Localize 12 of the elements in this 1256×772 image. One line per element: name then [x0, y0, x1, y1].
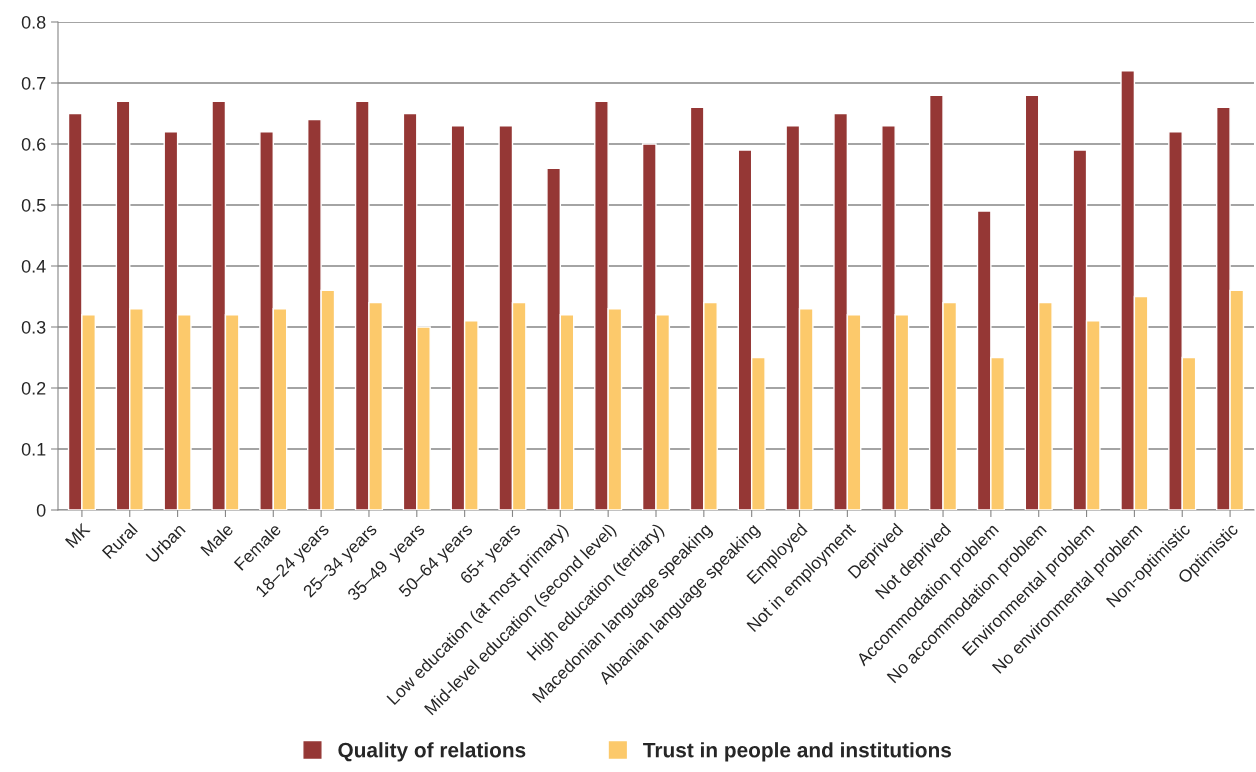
y-tick-label: 0.5	[21, 198, 46, 212]
legend-label: Quality of relations	[338, 742, 526, 762]
y-tick-label: 0.7	[21, 76, 46, 90]
y-tick-label: 0.2	[21, 381, 46, 395]
y-tick-label: 0.8	[21, 15, 46, 29]
y-tick-label: 0	[36, 503, 46, 517]
y-tick-label: 0.1	[21, 442, 46, 456]
legend-label: Trust in people and institutions	[643, 742, 952, 762]
y-tick-label: 0.4	[21, 259, 46, 273]
x-tick-label: MK	[64, 522, 91, 549]
y-tick-label: 0.3	[21, 320, 46, 334]
y-tick-label: 0.6	[21, 137, 46, 151]
